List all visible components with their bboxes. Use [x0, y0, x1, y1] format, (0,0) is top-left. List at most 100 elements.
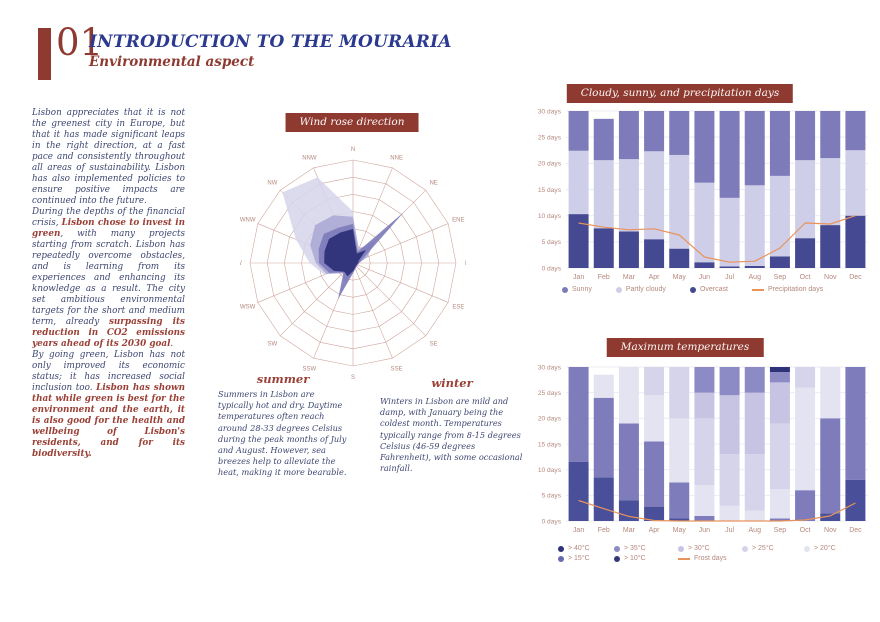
bar-segment — [618, 500, 639, 521]
bar-segment — [744, 367, 765, 393]
month-label: Oct — [800, 527, 811, 534]
bar-segment — [769, 256, 790, 268]
body-text: . — [170, 339, 174, 349]
bar-segment — [795, 490, 816, 521]
legend-dot — [615, 286, 622, 293]
bar-segment — [744, 185, 765, 266]
legend-item: > 20°C — [804, 545, 866, 552]
bar-segment — [719, 395, 740, 455]
body-text: During the depths of the financial crisi… — [32, 207, 185, 228]
legend-label: > 25°C — [752, 545, 774, 552]
month-label: Jan — [573, 274, 584, 281]
legend-label: > 15°C — [568, 555, 590, 562]
summer-heading: summer — [256, 372, 310, 386]
bar-segment — [769, 489, 790, 519]
month-label: Aug — [749, 274, 762, 281]
highlighted-text: Lisbon chose to invest in green — [32, 218, 185, 239]
bar-segment — [694, 392, 715, 419]
bar-segment — [568, 214, 589, 268]
bar-segment — [694, 367, 715, 393]
bar-segment — [618, 111, 639, 160]
bar-segment — [644, 239, 665, 268]
intro-paragraph: By going green, Lisbon has not only impr… — [32, 350, 185, 460]
bar-segment — [618, 159, 639, 232]
bar-segment — [618, 231, 639, 268]
month-label: Mar — [623, 274, 636, 281]
y-tick-label: 30 days — [538, 108, 562, 115]
bar-segment — [694, 262, 715, 268]
bar-segment — [820, 225, 841, 268]
bar-segment — [694, 485, 715, 516]
month-label: Sep — [774, 274, 787, 281]
legend-item: > 40°C — [558, 545, 614, 552]
windrose-grid-spoke — [352, 262, 393, 359]
bar-segment — [795, 238, 816, 268]
bar-segment — [593, 160, 614, 229]
month-label: Dec — [849, 274, 862, 281]
windrose-direction-label: NE — [429, 180, 437, 186]
y-tick-label: 20 days — [538, 161, 562, 168]
bar-segment — [644, 506, 665, 521]
bar-segment — [694, 418, 715, 486]
bar-segment — [744, 510, 765, 521]
legend-label: Sunny — [572, 286, 592, 293]
bar-segment — [669, 111, 690, 155]
bar-segment — [744, 111, 765, 186]
legend-item: > 10°C — [614, 555, 678, 562]
windrose-direction-label: WSW — [240, 305, 256, 311]
legend-item: Partly cloudy — [615, 286, 666, 293]
legend-label: > 40°C — [568, 545, 590, 552]
y-tick-label: 30 days — [538, 364, 562, 371]
bar-segment — [568, 461, 589, 521]
bar-segment — [744, 392, 765, 455]
y-tick-label: 15 days — [538, 187, 562, 194]
legend-dot — [678, 545, 684, 552]
bar-segment — [644, 111, 665, 152]
month-label: Nov — [824, 274, 837, 281]
windrose-title-badge: Wind rose direction — [285, 113, 419, 132]
bar-segment — [568, 150, 589, 215]
cloud-sun-precip-chart: 30 days 25 days 20 days 15 days 10 days 5 day… — [538, 108, 868, 281]
legend-label: > 20°C — [814, 545, 836, 552]
legend-label: > 10°C — [624, 555, 646, 562]
windrose-direction-label: ESE — [452, 305, 464, 311]
chart1-legend: Sunny Partly cloudy Overcast Precipitation … — [562, 286, 823, 293]
page-subtitle: Environmental aspect — [89, 54, 255, 70]
windrose-direction-label: W — [240, 261, 242, 267]
month-label: May — [673, 527, 687, 534]
month-label: Jun — [699, 527, 710, 534]
month-label: Dec — [849, 527, 862, 534]
body-text: Lisbon appreciates that it is not the gr… — [32, 108, 185, 206]
legend-item: > 30°C — [678, 545, 742, 552]
bar-segment — [820, 418, 841, 514]
bar-segment — [845, 111, 866, 151]
month-label: Mar — [623, 527, 636, 534]
bar-segment — [644, 441, 665, 507]
bar-segment — [568, 367, 589, 462]
chapter-number: 01 — [56, 21, 104, 64]
month-label: Nov — [824, 527, 837, 534]
windrose-grid-spoke — [352, 223, 449, 264]
bar-segment — [593, 477, 614, 521]
highlighted-text: surpassing its reduction in CO2 emission… — [32, 317, 185, 349]
chart2-title-badge: Maximum temperatures — [606, 338, 764, 357]
legend-label: > 35°C — [624, 545, 646, 552]
bar-segment — [845, 215, 866, 268]
legend-dot — [614, 555, 620, 562]
intro-paragraph: During the depths of the financial crisi… — [32, 207, 185, 350]
bar-segment — [644, 367, 665, 396]
bar-segment — [669, 482, 690, 519]
month-label: Apr — [649, 527, 661, 534]
month-label: Jun — [699, 274, 710, 281]
bar-segment — [618, 367, 639, 424]
bar-segment — [719, 111, 740, 198]
bar-segment — [694, 182, 715, 263]
legend-item: Sunny — [562, 286, 592, 293]
bar-segment — [769, 372, 790, 383]
windrose-direction-label: WNW — [240, 217, 256, 223]
bar-segment — [593, 228, 614, 268]
legend-dot — [742, 545, 748, 552]
bar-segment — [744, 454, 765, 511]
month-label: Sep — [774, 527, 787, 534]
